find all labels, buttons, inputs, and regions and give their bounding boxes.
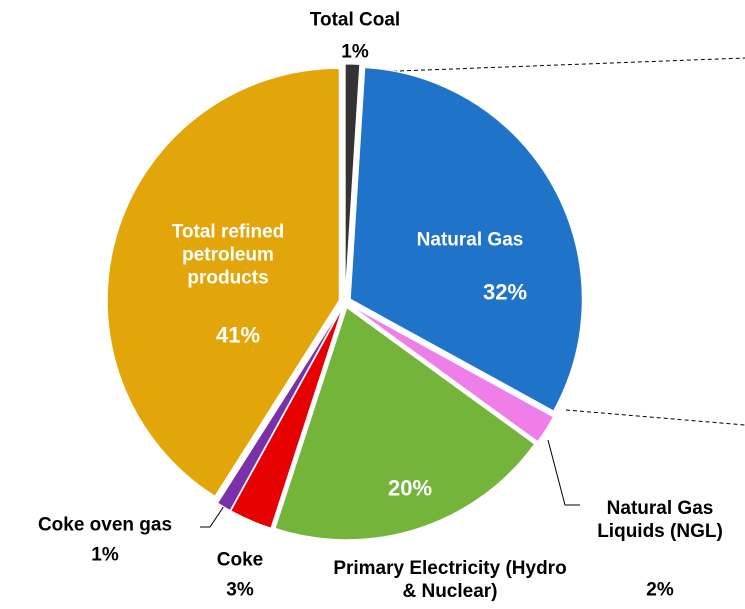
pie-slice <box>216 306 343 512</box>
pie-slice <box>274 306 536 541</box>
pie-slice <box>349 67 583 412</box>
slice-label: Total Coal <box>309 9 401 31</box>
slice-label: Coke <box>216 549 264 571</box>
pie-slice <box>349 304 555 443</box>
slice-label: Primary Electricity (Hydro & Nuclear) <box>333 558 567 602</box>
slice-label: Coke oven gas <box>37 514 173 536</box>
value-label: 3% <box>226 579 254 601</box>
value-label: 20% <box>387 475 433 501</box>
slice-label: Natural Gas Liquids (NGL) <box>597 498 723 542</box>
value-label: 2% <box>646 579 674 601</box>
leader-line <box>200 499 229 528</box>
value-label: 32% <box>482 279 528 305</box>
value-label: 41% <box>215 322 261 348</box>
pie-slice <box>106 67 340 497</box>
connector-line <box>565 409 745 426</box>
value-label: 1% <box>91 544 119 566</box>
pie-slice <box>344 63 361 297</box>
slice-label: Total refined petroleum products <box>171 221 285 289</box>
slice-label: Natural Gas <box>416 229 524 251</box>
pie-slice <box>230 307 344 529</box>
value-label: 1% <box>341 41 369 63</box>
leader-line <box>547 439 580 506</box>
connector-line <box>371 57 745 73</box>
